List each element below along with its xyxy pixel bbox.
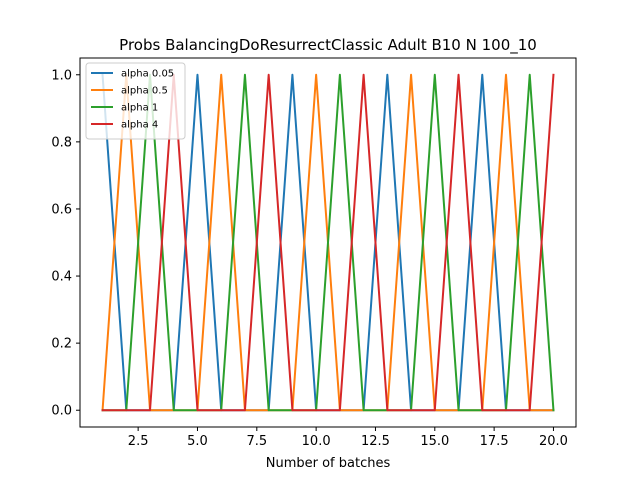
chart-title: Probs BalancingDoResurrectClassic Adult …	[119, 36, 537, 55]
x-tick-label: 5.0	[187, 434, 208, 449]
y-tick-label: 0.8	[51, 135, 72, 150]
plot-area	[79, 57, 577, 428]
legend-entry-3: alpha 4	[121, 120, 158, 131]
legend-entry-2: alpha 1	[121, 103, 158, 114]
legend: alpha 0.05 alpha 0.5 alpha 1 alpha 4	[85, 62, 186, 140]
y-axis: 0.0 0.2 0.4 0.6 0.8 1.0	[51, 68, 80, 419]
x-axis-label: Number of batches	[266, 456, 391, 471]
x-tick-label: 2.5	[128, 434, 149, 449]
x-tick-label: 7.5	[246, 434, 267, 449]
x-tick-label: 15.0	[420, 434, 449, 449]
legend-entry-0: alpha 0.05	[121, 69, 174, 80]
x-tick-label: 12.5	[361, 434, 390, 449]
axes-frame	[79, 57, 577, 428]
x-axis: 2.5 5.0 7.5 10.0 12.5 15.0 17.5 20.0	[128, 427, 568, 449]
y-tick-label: 0.6	[51, 202, 72, 217]
y-tick-label: 0.2	[51, 337, 72, 352]
legend-box	[85, 62, 186, 140]
y-tick-label: 0.0	[51, 404, 72, 419]
legend-entry-1: alpha 0.5	[121, 86, 168, 97]
x-tick-label: 10.0	[302, 434, 331, 449]
x-tick-label: 20.0	[539, 434, 568, 449]
x-tick-label: 17.5	[480, 434, 509, 449]
series-line-2	[101, 73, 555, 412]
y-tick-label: 1.0	[51, 68, 72, 83]
series-lines	[101, 73, 555, 412]
y-tick-label: 0.4	[51, 270, 72, 285]
